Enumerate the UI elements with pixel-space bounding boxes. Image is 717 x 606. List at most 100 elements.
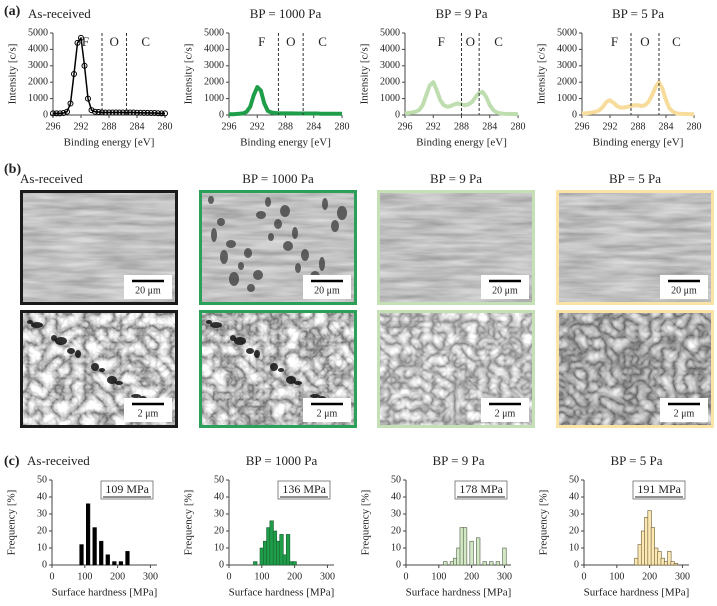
x-axis-label: Binding energy [eV]	[416, 137, 507, 149]
spectrum-marker	[74, 39, 81, 46]
sem-pore	[31, 322, 43, 328]
y-tick-label: 10	[569, 542, 579, 553]
mean-hardness: 178 MPa	[459, 482, 503, 496]
histogram-bar	[79, 544, 84, 566]
y-tick-label: 30	[391, 508, 401, 519]
sem-pit	[337, 206, 347, 220]
x-tick-label: 296	[46, 121, 61, 132]
x-tick-label: 292	[250, 121, 265, 132]
scale-label: 2 μm	[495, 408, 516, 419]
histogram-bar	[118, 561, 124, 566]
spectrum-marker	[120, 109, 126, 116]
region-label: C	[318, 34, 327, 49]
y-axis-label: Intensity [c/s]	[359, 44, 371, 105]
spectrum-marker	[78, 34, 84, 41]
y-tick-label: 4000	[380, 44, 400, 55]
sem-pit	[229, 272, 239, 286]
y-tick-label: 0	[42, 559, 47, 570]
histogram-bar	[489, 561, 494, 566]
spectrum-marker	[53, 110, 60, 117]
sem-border	[556, 190, 714, 305]
spectrum-marker	[162, 110, 168, 117]
spectrum-marker	[113, 109, 119, 116]
sem-pit	[226, 240, 236, 248]
spectrum-marker	[151, 110, 158, 117]
y-tick-label: 1000	[28, 93, 48, 104]
spectrum-marker	[116, 109, 123, 116]
x-tick-label: 296	[398, 121, 413, 132]
scale-box	[124, 275, 172, 299]
y-tick-label: 40	[569, 491, 579, 502]
x-tick-label: 300	[675, 571, 690, 582]
x-tick-label: 284	[306, 121, 321, 132]
spectrum-marker	[102, 109, 109, 116]
region-label: O	[110, 34, 119, 49]
sem-border	[377, 190, 535, 305]
y-axis-label: Frequency [%]	[360, 490, 372, 556]
spectrum-marker	[95, 109, 102, 116]
chart-title: As-received	[27, 453, 90, 468]
x-tick-label: 284	[130, 121, 145, 132]
sem-pit	[265, 197, 271, 207]
histogram-bar	[85, 503, 91, 566]
spectrum-marker	[109, 109, 116, 116]
chart-title: BP = 5 Pa	[611, 453, 663, 468]
sem-pit	[247, 284, 255, 292]
annotation-box	[454, 480, 508, 500]
sem-pore	[91, 363, 99, 371]
scale-box	[303, 398, 351, 422]
x-axis-label: Binding energy [eV]	[64, 137, 155, 149]
sem-pore	[234, 337, 246, 345]
sem-border	[199, 190, 357, 305]
y-tick-label: 50	[391, 474, 401, 485]
spectrum-marker	[64, 108, 70, 115]
region-label: F	[438, 34, 445, 49]
sem-pore	[131, 394, 141, 398]
sem-pit	[253, 270, 263, 280]
sem-border	[20, 310, 178, 428]
region-label: F	[611, 34, 618, 49]
scale-label: 20 μm	[314, 285, 340, 296]
spectrum-marker	[106, 109, 112, 116]
sem-border	[20, 190, 178, 305]
spectrum-marker	[127, 109, 133, 116]
y-tick-label: 20	[391, 525, 401, 536]
sem-pore	[67, 348, 75, 354]
sem-pit	[256, 211, 266, 219]
x-tick-label: 200	[287, 571, 302, 582]
x-tick-label: 296	[575, 121, 590, 132]
y-tick-label: 20	[214, 525, 224, 536]
x-tick-label: 296	[222, 121, 237, 132]
x-tick-label: 288	[454, 121, 469, 132]
y-tick-label: 0	[395, 109, 400, 120]
sem-pit	[322, 198, 328, 210]
sem-pit	[244, 248, 252, 258]
scale-label: 2 μm	[674, 408, 695, 419]
sem-pit	[319, 257, 325, 271]
sem-pit	[238, 262, 244, 270]
y-tick-label: 4000	[557, 44, 577, 55]
x-tick-label: 284	[482, 121, 497, 132]
region-label: C	[672, 34, 681, 49]
y-tick-label: 1000	[204, 93, 224, 104]
region-label: O	[640, 34, 649, 49]
spectrum-marker	[50, 110, 56, 117]
sem-border	[377, 310, 535, 428]
histogram-bar	[279, 534, 284, 566]
scale-label: 20 μm	[492, 285, 518, 296]
y-tick-label: 50	[569, 474, 579, 485]
histogram-bar	[99, 540, 104, 566]
chart-title: BP = 9 Pa	[436, 6, 488, 21]
y-tick-label: 10	[37, 542, 47, 553]
y-tick-label: 4000	[28, 44, 48, 55]
x-tick-label: 100	[431, 571, 446, 582]
histogram-bar	[667, 551, 672, 566]
spectrum-marker	[144, 109, 151, 116]
x-tick-label: 292	[426, 121, 441, 132]
x-tick-label: 288	[102, 121, 117, 132]
chart-title: BP = 1000 Pa	[246, 453, 318, 468]
y-axis-label: Intensity [c/s]	[183, 44, 195, 105]
y-tick-label: 1000	[380, 93, 400, 104]
spectrum-marker	[148, 110, 154, 117]
